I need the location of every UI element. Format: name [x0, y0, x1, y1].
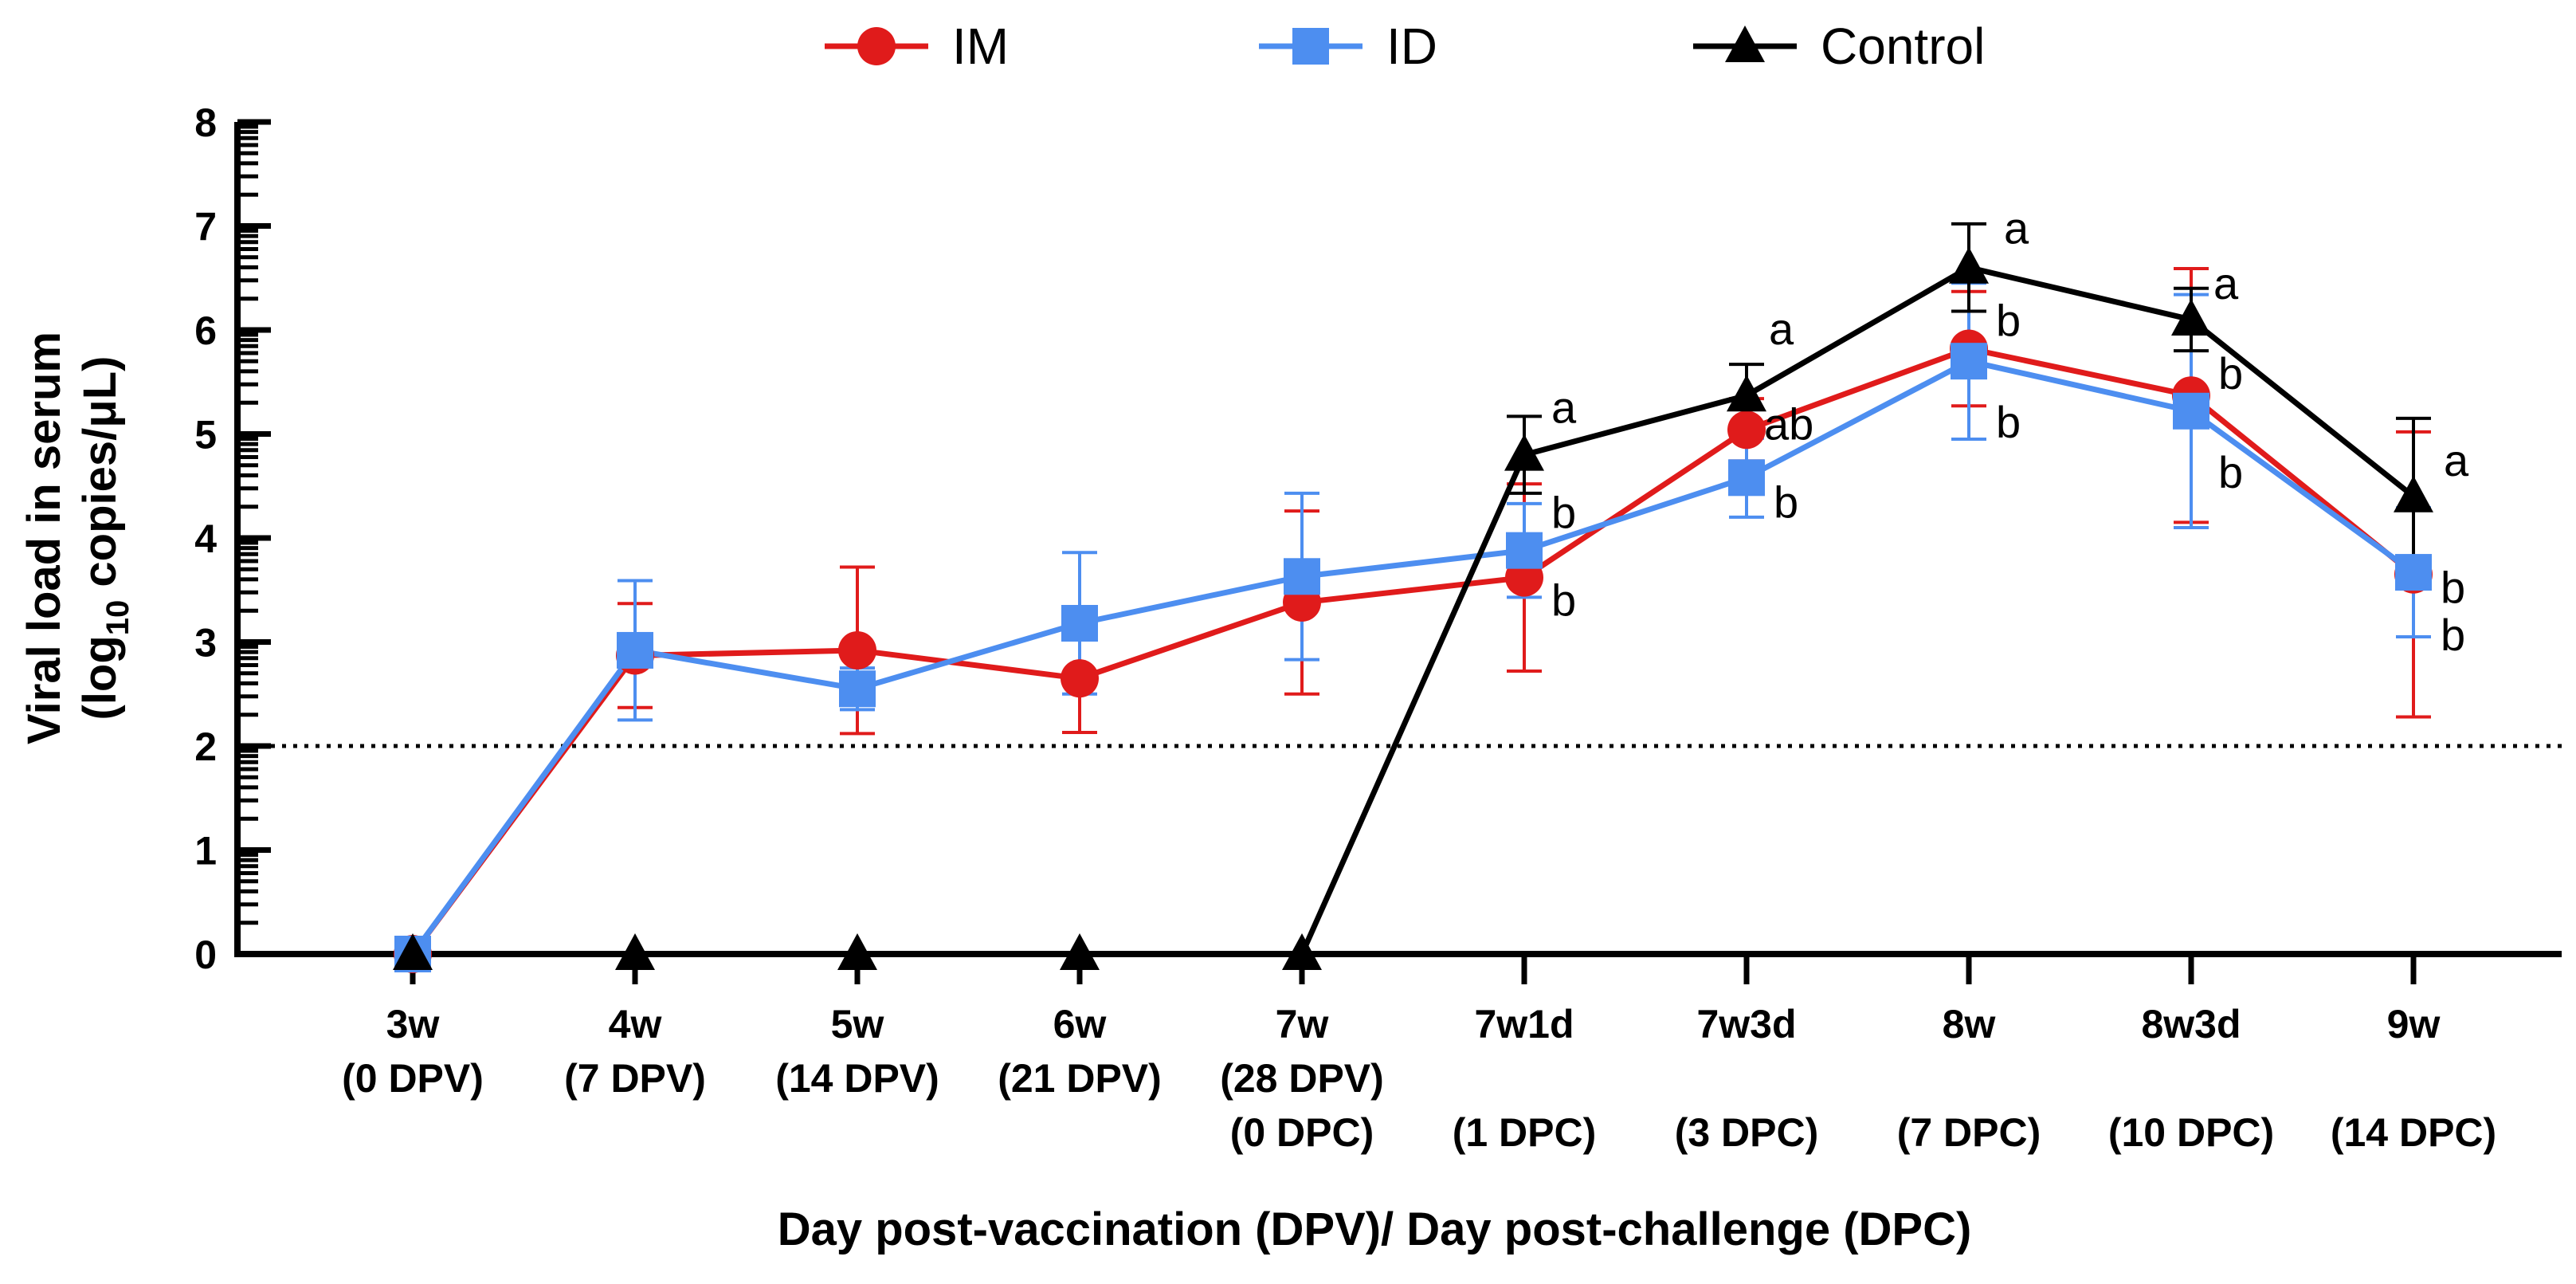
id-series-line	[410, 358, 2416, 956]
axes: 0 1 2 3 4 5 6 7 8 3w (0 DPV) 4w (7 DPV) 5w (14 DPV) 6w (…	[194, 100, 2562, 1155]
control-data-point	[1727, 375, 1766, 412]
id-data-point	[839, 670, 876, 708]
control-series-line	[1299, 265, 2416, 956]
id-data-point	[1506, 532, 1543, 569]
y-tick-label: 4	[194, 516, 217, 561]
legend-label-control: Control	[1821, 18, 1985, 75]
y-tick-label: 8	[194, 100, 217, 145]
control-significance-letter: a	[2004, 203, 2029, 253]
y-tick-label: 6	[194, 308, 217, 353]
legend-marker-control	[1725, 26, 1765, 62]
im-significance-letter: b	[2218, 348, 2243, 399]
markers-layer	[393, 246, 2433, 973]
x-tick-label: (28 DPV)	[1220, 1056, 1384, 1101]
legend-label-im: IM	[952, 18, 1009, 75]
x-tick-label: (0 DPV)	[342, 1056, 484, 1101]
control-significance-letter: a	[2444, 435, 2469, 485]
im-significance-letter: ab	[1764, 399, 1813, 449]
y-axis-title-line2: (log10 copies/μL)	[74, 356, 135, 721]
id-data-point	[1951, 343, 1987, 380]
y-tick-label: 1	[194, 829, 217, 874]
x-tick-label: 7w	[1276, 1002, 1329, 1046]
legend-marker-im	[857, 27, 896, 65]
y-tick-label: 0	[194, 933, 217, 977]
x-tick-label: (1 DPC)	[1453, 1110, 1597, 1155]
control-data-point	[1504, 434, 1544, 471]
control-data-point	[1060, 933, 1100, 970]
im-series-line	[410, 345, 2416, 956]
control-data-point	[2394, 475, 2433, 512]
control-significance-letter: a	[1551, 383, 1577, 433]
id-data-point	[1061, 605, 1098, 642]
x-tick-label: 7w3d	[1696, 1002, 1796, 1046]
control-significance-letter: a	[2213, 258, 2239, 308]
x-tick-label: 9w	[2387, 1002, 2441, 1046]
series-lines-layer	[410, 265, 2416, 956]
x-tick-label: 8w3d	[2141, 1002, 2241, 1046]
x-tick-label: (14 DPC)	[2331, 1110, 2496, 1155]
x-tick-label: (10 DPC)	[2108, 1110, 2274, 1155]
im-significance-letter: b	[1996, 295, 2021, 345]
id-data-point	[2395, 554, 2432, 591]
im-data-point	[1727, 410, 1766, 450]
id-data-point	[2173, 392, 2209, 430]
x-tick-label: 8w	[1943, 1002, 1996, 1046]
id-data-point	[617, 631, 653, 669]
x-tick-label: (7 DPC)	[1897, 1110, 2041, 1155]
x-tick-label: (7 DPV)	[564, 1056, 706, 1101]
control-data-point	[393, 933, 433, 970]
legend-label-id: ID	[1386, 18, 1437, 75]
im-significance-letter: b	[1551, 575, 1576, 626]
id-significance-letter: b	[2441, 610, 2465, 660]
control-significance-letter: a	[1769, 304, 1794, 354]
y-tick-label: 3	[194, 621, 217, 666]
y-axis-title-line1: Viral load in serum	[18, 332, 70, 744]
x-tick-label: (14 DPV)	[775, 1056, 939, 1101]
x-tick-label: 4w	[609, 1002, 662, 1046]
y-tick-label: 7	[194, 205, 217, 249]
legend: IM ID Control	[825, 18, 1985, 75]
id-significance-letter: b	[1551, 488, 1576, 538]
control-data-point	[615, 933, 655, 970]
legend-marker-id	[1292, 28, 1329, 65]
y-tick-label: 5	[194, 413, 217, 457]
x-tick-label: (3 DPC)	[1675, 1110, 1819, 1155]
x-tick-label: (21 DPV)	[998, 1056, 1162, 1101]
control-data-point	[837, 933, 877, 970]
y-tick-label: 2	[194, 724, 217, 769]
im-data-point	[838, 630, 876, 669]
id-data-point	[1284, 558, 1320, 595]
im-significance-letter: b	[2441, 563, 2465, 613]
id-significance-letter: b	[1774, 477, 1798, 527]
x-axis-title: Day post-vaccination (DPV)/ Day post-cha…	[778, 1204, 1972, 1255]
control-data-point	[1282, 933, 1322, 970]
control-data-point	[1949, 246, 1989, 284]
id-significance-letter: b	[1996, 397, 2021, 447]
x-tick-label: 7w1d	[1474, 1002, 1574, 1046]
y-axis-title: Viral load in serum (log10 copies/μL)	[18, 332, 135, 744]
x-tick-label: 3w	[386, 1002, 440, 1046]
id-significance-letter: b	[2218, 447, 2243, 497]
control-data-point	[2171, 298, 2211, 336]
x-tick-label: 6w	[1053, 1002, 1107, 1046]
x-tick-label: 5w	[831, 1002, 884, 1046]
x-tick-label: (0 DPC)	[1230, 1110, 1374, 1155]
im-data-point	[1061, 659, 1099, 698]
id-data-point	[1728, 459, 1765, 497]
